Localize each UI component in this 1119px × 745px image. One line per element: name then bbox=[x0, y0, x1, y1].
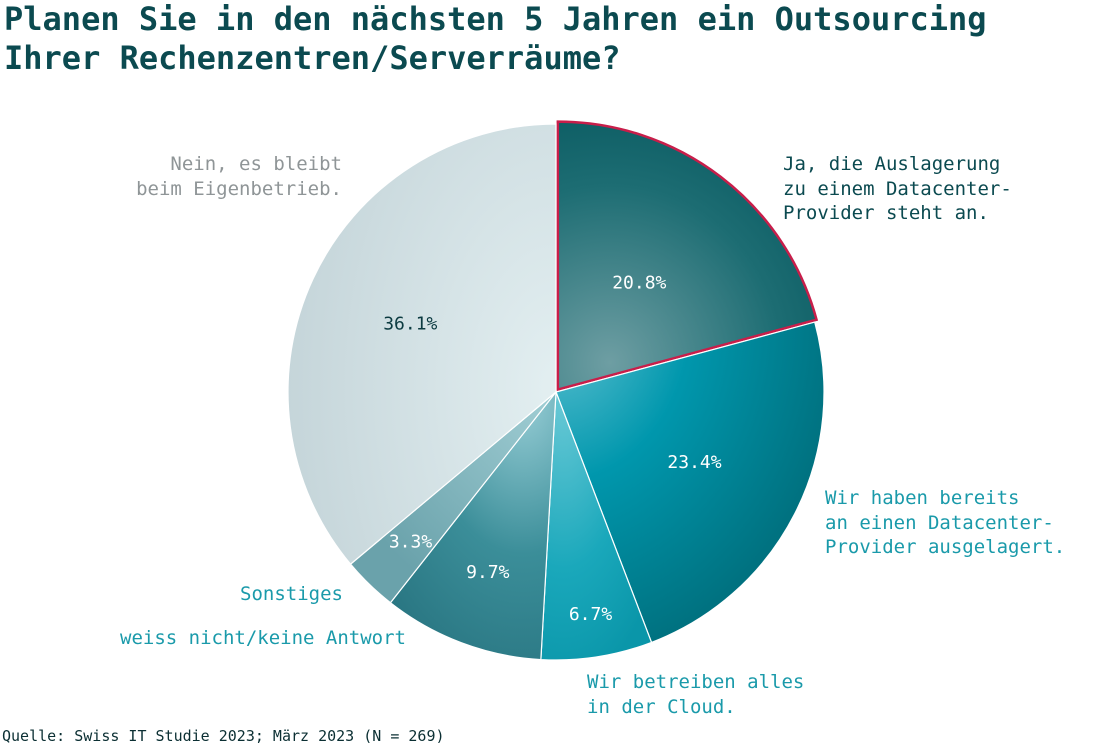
label-line: Sonstiges bbox=[240, 583, 343, 605]
value-label-weiss-nicht: 9.7% bbox=[466, 562, 510, 583]
label-line: an einen Datacenter- bbox=[825, 511, 1054, 534]
value-label-cloud: 6.7% bbox=[569, 604, 613, 625]
category-label-weiss-nicht: weiss nicht/keine Antwort bbox=[120, 626, 406, 651]
category-label-cloud: Wir betreiben alles in der Cloud. bbox=[587, 670, 804, 719]
pie-slice-ja-auslagerung bbox=[556, 120, 819, 392]
label-line: Wir betreiben alles bbox=[587, 671, 805, 693]
pie-slice-cloud bbox=[540, 391, 653, 661]
chart-title-line-2: Ihrer Rechenzentren/Serverräume? bbox=[4, 39, 621, 77]
category-label-ja-auslagerung: Ja, die Auslagerung zu einem Datacenter-… bbox=[783, 152, 1012, 226]
value-label-sonstiges: 3.3% bbox=[389, 532, 433, 553]
pie-value-labels: 20.8% 23.4% 6.7% 9.7% 3.3% 36.1% bbox=[383, 273, 722, 625]
pie-slice-bereits-ausgelagert bbox=[555, 321, 825, 644]
pie-slice-nein-eigenbetrieb bbox=[287, 123, 557, 565]
label-line: Provider ausgelagert. bbox=[825, 536, 1066, 558]
category-label-sonstiges: Sonstiges bbox=[240, 582, 343, 607]
label-line: Nein, es bleibt bbox=[170, 153, 342, 175]
label-line: in der Cloud. bbox=[587, 695, 736, 718]
pie-slice-weiss-nicht bbox=[389, 390, 557, 661]
label-line: weiss nicht/keine Antwort bbox=[120, 627, 406, 649]
label-line: Ja, die Auslagerung bbox=[783, 153, 1001, 175]
label-line: beim Eigenbetrieb. bbox=[136, 177, 342, 200]
label-line: Provider steht an. bbox=[783, 202, 989, 224]
pie-slices bbox=[287, 120, 825, 661]
category-label-bereits-ausgelagert: Wir haben bereits an einen Datacenter- P… bbox=[825, 486, 1065, 560]
chart-title-line-1: Planen Sie in den nächsten 5 Jahren ein … bbox=[4, 0, 987, 38]
value-label-bereits-ausgelagert: 23.4% bbox=[667, 452, 721, 473]
value-label-ja-auslagerung: 20.8% bbox=[612, 273, 666, 294]
label-line: zu einem Datacenter- bbox=[783, 177, 1012, 200]
source-note: Quelle: Swiss IT Studie 2023; März 2023 … bbox=[2, 727, 445, 745]
label-line: Wir haben bereits bbox=[825, 487, 1020, 509]
value-label-nein-eigenbetrieb: 36.1% bbox=[383, 313, 437, 334]
chart-title: Planen Sie in den nächsten 5 Jahren ein … bbox=[4, 0, 1114, 78]
category-label-nein-eigenbetrieb: Nein, es bleibt beim Eigenbetrieb. bbox=[100, 152, 342, 201]
